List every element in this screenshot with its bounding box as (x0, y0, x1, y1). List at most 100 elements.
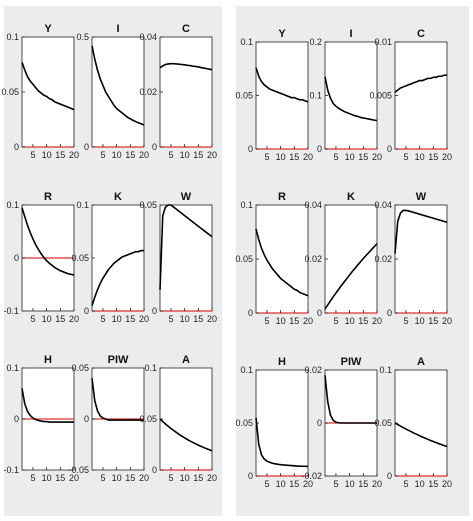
plot-area (255, 41, 309, 150)
plot-area (255, 204, 309, 314)
x-tick-label: 15 (289, 479, 299, 489)
series-line (21, 388, 74, 423)
x-tick-label: 20 (442, 479, 452, 489)
x-tick-label: 15 (428, 479, 438, 489)
y-tick-label: 0.05 (139, 414, 157, 424)
y-tick-label: 0.01 (374, 37, 392, 47)
y-tick-label: 0.02 (374, 254, 392, 264)
series-line (159, 62, 213, 71)
y-tick-label: 0.05 (374, 418, 392, 428)
y-tick-label: 0.02 (139, 87, 157, 97)
series-line (324, 243, 378, 310)
x-tick-label: 5 (30, 314, 35, 324)
x-tick-label: 10 (345, 152, 355, 162)
x-tick-label: 20 (372, 479, 382, 489)
x-tick-label: 20 (442, 316, 452, 326)
y-tick-label: 0.04 (374, 200, 392, 210)
y-tick-label: 0.1 (76, 200, 89, 210)
chart-title: H (44, 354, 52, 366)
chart-title: R (44, 191, 52, 203)
x-tick-label: 20 (303, 152, 313, 162)
series-line (394, 209, 448, 254)
plot-area (159, 367, 213, 471)
x-tick-label: 15 (55, 473, 65, 483)
x-tick-label: 20 (207, 314, 217, 324)
y-tick-label: 0.05 (235, 418, 253, 428)
x-tick-label: 15 (428, 316, 438, 326)
series-line (324, 76, 378, 122)
x-tick-label: 5 (30, 150, 35, 160)
y-tick-label: 0 (387, 144, 392, 154)
y-tick-label: 0.05 (235, 91, 253, 101)
x-tick-label: 10 (345, 316, 355, 326)
x-tick-label: 10 (415, 479, 425, 489)
y-tick-label: 0 (14, 253, 19, 263)
plot-area (324, 41, 378, 150)
x-tick-label: 5 (403, 152, 408, 162)
x-tick-label: 20 (139, 150, 149, 160)
x-tick-label: 5 (168, 150, 173, 160)
y-tick-label: 0.5 (76, 32, 89, 42)
x-tick-label: 5 (403, 316, 408, 326)
x-tick-label: 5 (264, 152, 269, 162)
chart-title: Y (44, 23, 52, 35)
y-tick-label: 0 (317, 144, 322, 154)
y-tick-label: 0 (387, 471, 392, 481)
y-tick-label: -0.1 (3, 465, 19, 475)
series-line (21, 62, 75, 111)
x-tick-label: 10 (180, 314, 190, 324)
y-tick-label: -0.1 (3, 306, 19, 316)
x-tick-label: 20 (372, 316, 382, 326)
y-tick-label: 0.05 (71, 253, 89, 263)
y-tick-label: 0.2 (309, 37, 322, 47)
chart-title: PIW (108, 354, 129, 366)
x-tick-label: 10 (180, 150, 190, 160)
y-tick-label: -0.05 (68, 465, 89, 475)
x-tick-label: 15 (193, 473, 203, 483)
x-tick-label: 5 (168, 473, 173, 483)
x-tick-label: 10 (415, 316, 425, 326)
x-tick-label: 15 (125, 150, 135, 160)
x-tick-label: 5 (264, 479, 269, 489)
y-tick-label: 0.05 (1, 87, 19, 97)
y-tick-label: 0.04 (139, 32, 157, 42)
x-tick-label: 10 (276, 479, 286, 489)
chart-title: Y (278, 28, 286, 40)
chart-title: A (182, 354, 190, 366)
y-tick-label: 0 (14, 142, 19, 152)
series-line (255, 228, 309, 297)
x-tick-label: 10 (415, 152, 425, 162)
plot-area (91, 36, 145, 148)
x-tick-label: 15 (358, 479, 368, 489)
series-line (91, 249, 144, 306)
x-tick-label: 5 (333, 479, 338, 489)
x-tick-label: 10 (276, 316, 286, 326)
x-tick-label: 5 (333, 316, 338, 326)
x-tick-label: 5 (264, 316, 269, 326)
chart-title: H (278, 356, 286, 368)
x-tick-label: 20 (442, 152, 452, 162)
x-tick-label: 20 (139, 473, 149, 483)
x-tick-label: 15 (55, 314, 65, 324)
x-tick-label: 5 (100, 473, 105, 483)
y-tick-label: 0 (84, 142, 89, 152)
series-line (255, 67, 309, 103)
y-tick-label: 0.1 (6, 32, 19, 42)
y-tick-label: 0.005 (369, 91, 392, 101)
chart-title: K (114, 191, 122, 203)
x-tick-label: 5 (100, 314, 105, 324)
x-tick-label: 20 (139, 314, 149, 324)
x-tick-label: 10 (42, 314, 52, 324)
x-tick-label: 20 (303, 479, 313, 489)
y-tick-label: 0.02 (304, 254, 322, 264)
plot-area (159, 36, 213, 148)
y-tick-label: 0.1 (6, 200, 19, 210)
x-tick-label: 15 (358, 316, 368, 326)
series-line (159, 418, 213, 452)
plot-area (394, 41, 448, 150)
x-tick-label: 20 (207, 150, 217, 160)
x-tick-label: 20 (207, 473, 217, 483)
x-tick-label: 10 (276, 152, 286, 162)
y-tick-label: 0.1 (144, 363, 157, 373)
